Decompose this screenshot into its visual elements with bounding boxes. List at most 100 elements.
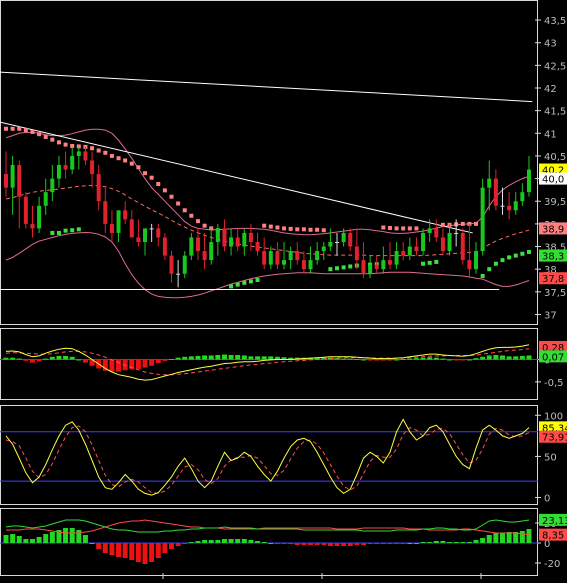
candle-body xyxy=(195,237,200,252)
dmi-histogram-bar xyxy=(466,542,472,543)
candle-body xyxy=(129,219,134,238)
dmi-histogram-bar xyxy=(155,543,161,558)
sar-dot-high xyxy=(103,150,108,155)
macd-marker-group: 0,07 xyxy=(539,350,567,363)
macd-histogram-bar xyxy=(175,357,181,360)
macd-histogram-bar xyxy=(69,356,75,360)
candle-body xyxy=(23,196,28,224)
candle-body xyxy=(454,232,459,234)
dmi-histogram-bar xyxy=(261,542,267,543)
candle-body xyxy=(434,228,439,238)
macd-histogram-bar xyxy=(447,359,453,361)
candle-body xyxy=(143,228,148,242)
sar-dot-high xyxy=(387,225,392,230)
dmi-marker-group: 23,13 xyxy=(539,513,567,527)
price-tick-label: 38 xyxy=(544,265,557,276)
dmi-histogram-bar xyxy=(208,540,214,543)
sar-dot-low xyxy=(341,265,346,270)
macd-histogram-bar xyxy=(135,359,141,369)
candle-body xyxy=(328,242,333,247)
sar-dot-low xyxy=(50,230,55,235)
sar-dot-high xyxy=(189,213,194,218)
dmi-minus-line xyxy=(6,519,530,536)
candle-body xyxy=(56,165,61,179)
dmi-histogram-bar xyxy=(122,543,128,558)
dmi-marker-label: 8,35 xyxy=(542,531,564,542)
candle-body xyxy=(500,205,505,207)
price-marker xyxy=(539,222,567,235)
macd-histogram-bar xyxy=(202,355,208,360)
stochastic-d-line xyxy=(5,425,530,494)
sar-dot-high xyxy=(315,227,320,232)
dmi-histogram-bar xyxy=(96,543,102,549)
dmi-histogram-bar xyxy=(281,543,287,544)
macd-histogram-bar xyxy=(341,358,347,360)
dmi-histogram-bar xyxy=(506,532,512,543)
dmi-histogram-bar xyxy=(354,543,360,545)
macd-histogram-bar xyxy=(407,358,413,360)
macd-histogram-bar xyxy=(334,358,340,360)
macd-histogram-bar xyxy=(82,359,88,363)
price-tick-label: 43,5 xyxy=(544,16,566,27)
price-tick-label: 43 xyxy=(544,39,557,50)
candle-body xyxy=(63,165,68,170)
sar-dot-high xyxy=(96,148,101,153)
sar-dot-low xyxy=(229,284,234,289)
price-marker xyxy=(539,249,567,262)
sar-dot-low xyxy=(348,264,353,269)
sar-dot-high xyxy=(282,226,287,231)
sar-dot-high xyxy=(143,171,148,176)
dmi-marker-group: 8,35 xyxy=(539,528,567,542)
candle-body xyxy=(90,160,95,175)
dmi-histogram-bar xyxy=(188,542,194,543)
candle-body xyxy=(70,155,75,170)
macd-histogram-bar xyxy=(208,355,214,360)
candle-body xyxy=(50,178,55,193)
sar-dot-high xyxy=(268,224,273,229)
moving-average-line xyxy=(5,184,530,257)
macd-histogram-bar xyxy=(460,359,466,361)
dmi-tick-label: -20 xyxy=(544,559,560,570)
stochastic-marker-label: 73,91 xyxy=(542,433,567,444)
candle-body xyxy=(460,232,465,261)
dmi-histogram-bar xyxy=(43,534,49,543)
sar-dot-low xyxy=(76,227,81,232)
dmi-histogram-bar xyxy=(248,540,254,543)
sar-dot-high xyxy=(176,201,181,206)
sar-dot-low xyxy=(513,253,518,258)
price-tick-label: 39,5 xyxy=(544,197,566,208)
dmi-histogram-bar xyxy=(3,535,9,543)
candle-body xyxy=(401,251,406,256)
dmi-histogram-bar xyxy=(321,543,327,545)
dmi-histogram-bar xyxy=(334,543,340,546)
macd-histogram-bar xyxy=(241,355,247,360)
sar-dot-low xyxy=(480,273,485,278)
price-tick-label: 42,5 xyxy=(544,61,566,72)
macd-histogram-bar xyxy=(519,355,525,360)
candle-body xyxy=(235,237,240,247)
dmi-histogram-bar xyxy=(274,543,280,544)
dmi-histogram-bar xyxy=(109,543,115,555)
candle-body xyxy=(288,251,293,261)
dmi-histogram-bar xyxy=(493,533,499,543)
macd-histogram-bar xyxy=(420,357,426,360)
macd-signal-line xyxy=(5,348,530,376)
macd-histogram-bar xyxy=(36,359,42,362)
macd-histogram-bar xyxy=(162,359,168,361)
macd-histogram-bar xyxy=(3,357,9,360)
dmi-histogram-bar xyxy=(129,543,135,560)
candle-body xyxy=(262,251,267,265)
dmi-histogram-bar xyxy=(440,541,446,543)
sar-dot-high xyxy=(162,188,167,193)
sar-dot-low xyxy=(63,228,68,233)
candle-body xyxy=(83,151,88,161)
candle-body xyxy=(149,228,154,230)
dmi-histogram-bar xyxy=(394,543,400,544)
macd-histogram-bar xyxy=(235,355,241,360)
sar-dot-high xyxy=(169,194,174,199)
candle-body xyxy=(43,192,48,206)
macd-histogram-bar xyxy=(195,355,201,360)
candle-body xyxy=(103,201,108,224)
dmi-histogram-bar xyxy=(308,543,314,545)
dmi-histogram-bar xyxy=(221,539,227,543)
